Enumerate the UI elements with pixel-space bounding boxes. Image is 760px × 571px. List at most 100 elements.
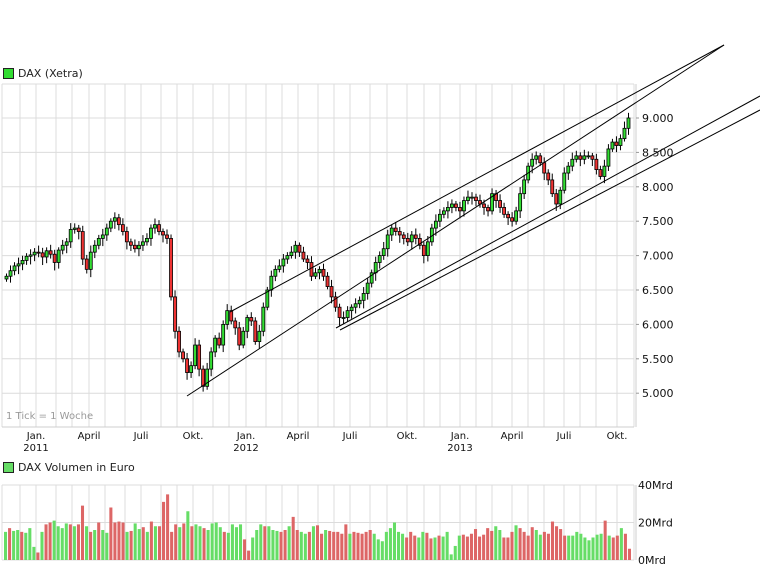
- candle-body: [169, 237, 173, 298]
- candle-body: [137, 244, 141, 250]
- candle-body: [413, 234, 418, 239]
- volume-bar: [230, 524, 234, 560]
- candle-body: [313, 272, 318, 277]
- volume-bar: [283, 530, 287, 560]
- volume-bar: [388, 528, 392, 560]
- price-legend-swatch: [3, 68, 14, 79]
- candle-body: [446, 207, 450, 212]
- candle-body: [546, 172, 551, 181]
- candle-body: [614, 141, 619, 146]
- volume-bar: [397, 531, 401, 560]
- volume-bar: [243, 539, 247, 560]
- candle-body: [550, 179, 555, 195]
- candle-body: [229, 310, 234, 322]
- volume-bar: [514, 525, 518, 560]
- candle-body: [193, 344, 198, 367]
- volume-bar: [498, 530, 502, 560]
- volume-legend-swatch: [3, 462, 14, 473]
- volume-bar: [93, 530, 97, 560]
- volume-bar: [502, 537, 506, 560]
- volume-bar: [64, 523, 68, 560]
- candle-body: [333, 296, 338, 308]
- volume-bar: [542, 531, 546, 560]
- volume-bar: [145, 531, 149, 560]
- candle-body: [245, 317, 250, 332]
- volume-bar: [486, 528, 490, 560]
- y-tick-label: 6.000: [642, 318, 674, 331]
- volume-bar: [534, 530, 538, 560]
- candle-body: [261, 306, 266, 332]
- candle-body: [437, 213, 442, 222]
- candle-body: [626, 117, 631, 129]
- candle-body: [582, 155, 587, 160]
- candle-body: [84, 258, 89, 270]
- candle-body: [249, 317, 254, 322]
- candle-body: [237, 327, 242, 346]
- volume-bar: [157, 526, 162, 560]
- candle-body: [112, 217, 117, 222]
- candle-body: [96, 237, 101, 246]
- volume-bar: [295, 530, 299, 560]
- volume-bar: [623, 533, 627, 560]
- volume-bar: [24, 532, 28, 560]
- candle-body: [578, 155, 583, 160]
- candle-body: [381, 248, 386, 257]
- volume-bar: [125, 531, 129, 560]
- price-y-axis: 9.000 8.500 8.000 7.500 7.000 6.500 6.000 5.500…: [636, 112, 674, 400]
- y-tick-label: 7.000: [642, 250, 674, 263]
- volume-bar: [275, 530, 279, 560]
- tick-interval-note: 1 Tick = 1 Woche: [6, 411, 94, 422]
- volume-bar: [627, 548, 631, 560]
- volume-bar: [222, 531, 226, 560]
- volume-bar: [32, 546, 36, 560]
- volume-bar: [101, 530, 105, 560]
- candle-body: [606, 148, 611, 167]
- x-tick-year: 2013: [447, 443, 472, 454]
- volume-bar: [40, 531, 44, 560]
- x-tick-label: Okt.: [397, 431, 418, 442]
- candle-body: [209, 351, 214, 370]
- trend-line: [339, 109, 760, 331]
- volume-bar: [28, 528, 32, 560]
- candle-body: [462, 200, 466, 212]
- volume-bar: [429, 538, 433, 560]
- y-tick-label: 8.500: [642, 146, 674, 159]
- x-tick-label: Juli: [133, 431, 149, 442]
- volume-bar: [97, 522, 101, 560]
- volume-bar: [425, 532, 429, 560]
- candle-body: [197, 344, 202, 370]
- candle-body: [365, 282, 370, 294]
- volume-bar: [587, 540, 591, 560]
- volume-bar: [328, 530, 332, 560]
- candle-body: [241, 330, 246, 346]
- candle-body: [470, 196, 474, 199]
- volume-bar: [36, 552, 40, 560]
- y-tick-label: 8.000: [642, 181, 674, 194]
- candle-body: [373, 262, 378, 274]
- volume-bar: [360, 533, 364, 560]
- volume-bar: [518, 528, 522, 560]
- volume-bar: [595, 534, 599, 560]
- candle-body: [141, 241, 145, 246]
- x-tick-label: April: [287, 431, 310, 442]
- volume-bar: [255, 530, 259, 560]
- candle-body: [44, 250, 49, 258]
- candle-body: [466, 196, 470, 201]
- candle-body: [64, 241, 69, 246]
- volume-bar: [384, 531, 388, 560]
- candle-body: [361, 293, 366, 301]
- x-tick-year: 2012: [233, 443, 258, 454]
- x-tick-label: Jan.: [236, 431, 256, 442]
- candle-body: [393, 227, 398, 232]
- candle-body: [474, 196, 478, 201]
- candle-body: [622, 127, 627, 140]
- candle-body: [128, 241, 133, 246]
- candle-body: [4, 275, 9, 280]
- candle-body: [153, 224, 157, 229]
- candle-body: [522, 179, 527, 195]
- candle-body: [618, 138, 623, 146]
- candle-body: [56, 249, 61, 263]
- volume-bar: [409, 531, 413, 560]
- y-tick-label: 9.000: [642, 112, 674, 125]
